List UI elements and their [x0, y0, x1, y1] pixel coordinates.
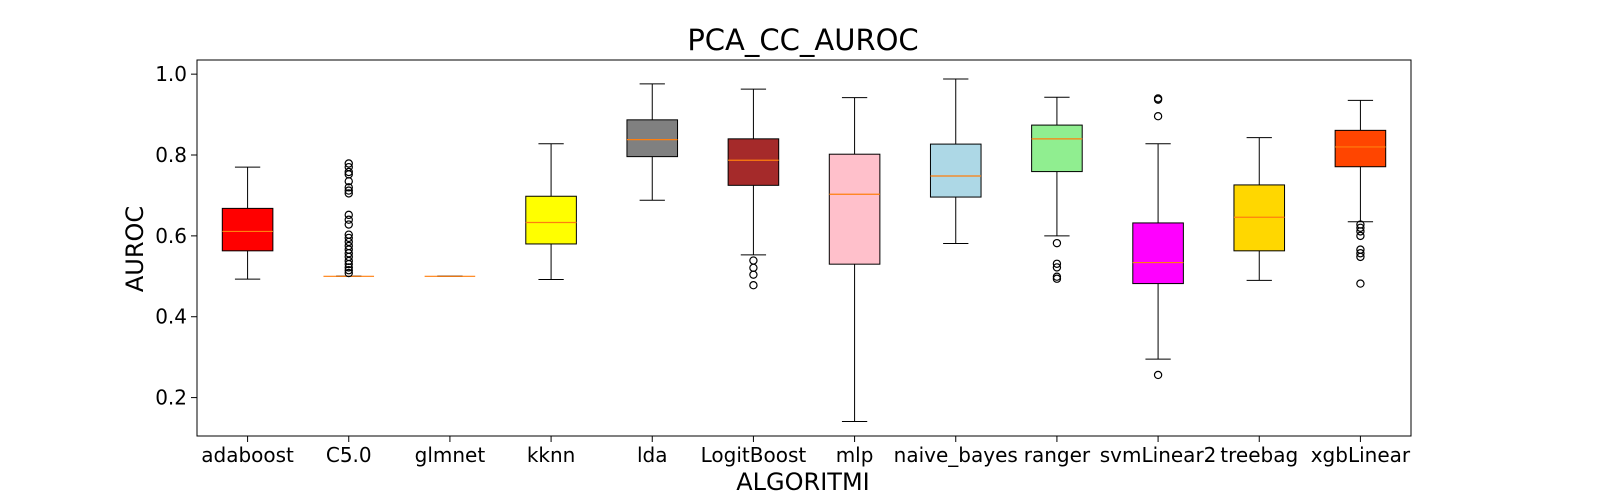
outlier-point [749, 263, 758, 273]
plot-area: 0.2 0.4 0.6 0.8 1.0 adaboost C5.0 glmnet kknn lda… [155, 59, 1412, 467]
outlier-point [344, 215, 353, 224]
box-kknn [525, 195, 577, 245]
outlier-point [1356, 231, 1365, 241]
box-svmLinear2 [1132, 222, 1184, 285]
box-mlp [828, 153, 881, 265]
x-tick-label: adaboost [201, 443, 294, 467]
outlier-point [1153, 95, 1163, 104]
x-tick-label: ranger [1024, 443, 1091, 467]
x-tick-label: lda [637, 443, 668, 467]
y-tick-label: 0.6 [155, 224, 187, 248]
outlier-point [344, 233, 353, 243]
box-LogitBoost [727, 138, 780, 186]
outlier-point [344, 263, 353, 272]
x-tick-label: naive_bayes [894, 443, 1018, 467]
outlier-point [344, 186, 353, 195]
x-tick-label: mlp [836, 443, 874, 467]
outlier-point [344, 230, 353, 239]
outlier-point [749, 280, 758, 290]
box-xgbLinear [1334, 129, 1387, 168]
x-tick-label: svmLinear2 [1100, 443, 1217, 467]
outlier-point [344, 189, 353, 198]
box-naive_bayes [929, 143, 982, 198]
y-axis-label: AUROC [121, 206, 149, 292]
x-tick-label: LogitBoost [701, 443, 807, 467]
y-tick-label: 0.2 [155, 386, 187, 410]
outlier-point [1153, 111, 1163, 121]
outlier-point [1356, 227, 1365, 236]
box-lda [626, 119, 679, 158]
outlier-point [1356, 279, 1365, 288]
x-tick-label: xgbLinear [1311, 443, 1411, 467]
x-tick-label: treebag [1220, 443, 1298, 467]
y-tick-label: 0.8 [155, 143, 187, 167]
plot-frame [196, 59, 1412, 437]
outlier-point [344, 268, 353, 278]
outlier-point [344, 241, 353, 251]
outlier-point [344, 266, 353, 275]
outlier-point [1052, 238, 1062, 248]
y-tick-label: 1.0 [155, 62, 187, 86]
outlier-point [344, 210, 353, 220]
x-tick-label: C5.0 [326, 443, 372, 467]
outlier-point [1356, 252, 1365, 262]
outlier-point [344, 167, 353, 177]
x-tick-label: glmnet [415, 443, 486, 467]
outlier-point [1153, 370, 1163, 380]
box-adaboost [221, 207, 274, 252]
chart-title: PCA_CC_AUROC [687, 23, 918, 57]
outlier-point [1356, 249, 1365, 258]
outlier-point [344, 220, 353, 229]
box-treebag [1233, 184, 1286, 252]
outlier-point [1356, 223, 1365, 232]
outlier-point [749, 256, 758, 265]
outlier-point [1052, 274, 1062, 283]
box-ranger [1031, 124, 1083, 173]
x-axis-label: ALGORITMI [736, 468, 869, 496]
outlier-point [749, 270, 758, 279]
outlier-point [1052, 263, 1062, 272]
outlier-point [1052, 259, 1062, 268]
outlier-point [344, 183, 353, 192]
y-tick-label: 0.4 [155, 305, 187, 329]
outlier-point [344, 159, 353, 168]
x-tick-label: kknn [527, 443, 576, 467]
outlier-point [344, 162, 353, 172]
